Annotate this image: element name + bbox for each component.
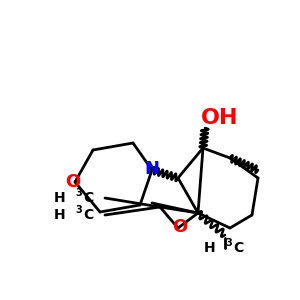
- Text: N: N: [145, 160, 160, 178]
- Text: H: H: [53, 191, 65, 205]
- Text: H: H: [203, 241, 215, 255]
- Text: H: H: [53, 208, 65, 222]
- Text: 3: 3: [75, 188, 82, 198]
- Text: 3: 3: [75, 205, 82, 215]
- Text: 3: 3: [225, 238, 232, 248]
- Text: C: C: [233, 241, 243, 255]
- Text: C: C: [83, 208, 93, 222]
- Text: OH: OH: [201, 108, 239, 128]
- Text: O: O: [172, 218, 188, 236]
- Text: O: O: [65, 173, 81, 191]
- Text: C: C: [83, 191, 93, 205]
